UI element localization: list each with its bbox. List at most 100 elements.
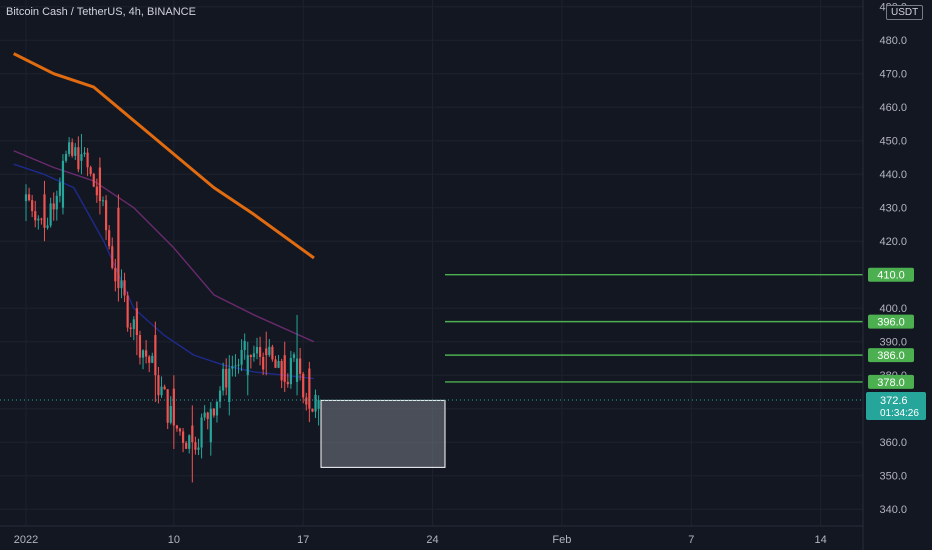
time-axis[interactable]: 2022101724Feb71421 bbox=[14, 534, 932, 546]
moving-average-line bbox=[13, 52, 315, 260]
candle-body bbox=[135, 308, 138, 336]
candle-body bbox=[129, 327, 132, 329]
time-tick-label: 14 bbox=[815, 534, 827, 546]
last-price-label: 372.6 bbox=[880, 395, 908, 407]
level-price-tag-bg bbox=[868, 314, 914, 329]
candle-body bbox=[181, 431, 185, 443]
candle-body bbox=[157, 375, 160, 396]
candle-body bbox=[243, 340, 246, 350]
candle-body bbox=[120, 280, 123, 289]
price-tick-label: 360.0 bbox=[879, 437, 907, 449]
candle-body bbox=[126, 295, 129, 328]
level-price-label: 386.0 bbox=[877, 350, 905, 362]
chart-title: Bitcoin Cash / TetherUS, 4h, BINANCE bbox=[6, 6, 196, 18]
candle-body bbox=[200, 417, 203, 448]
candle-body bbox=[317, 400, 320, 409]
candle-body bbox=[169, 406, 172, 423]
candle-body bbox=[111, 246, 114, 268]
candle-body bbox=[258, 347, 262, 357]
time-tick-label: 2022 bbox=[14, 534, 38, 546]
candle-body bbox=[37, 218, 40, 221]
candle-body bbox=[55, 195, 58, 210]
candle-body bbox=[68, 142, 71, 154]
candle-body bbox=[74, 147, 77, 156]
candles bbox=[24, 134, 320, 483]
candle-body bbox=[138, 335, 142, 358]
time-tick-label: Feb bbox=[552, 534, 571, 546]
price-tick-label: 350.0 bbox=[879, 471, 907, 483]
candle-body bbox=[27, 194, 31, 201]
candle-body bbox=[86, 152, 89, 168]
candle-body bbox=[77, 147, 80, 170]
candle-body bbox=[271, 346, 274, 360]
candle-body bbox=[283, 355, 286, 382]
price-tick-label: 450.0 bbox=[879, 136, 907, 148]
candle-body bbox=[166, 389, 169, 423]
target-zone-box[interactable] bbox=[320, 399, 446, 468]
candle-body bbox=[141, 350, 145, 358]
level-price-label: 378.0 bbox=[877, 377, 905, 389]
candle-body bbox=[222, 368, 225, 391]
quote-currency-label[interactable]: USDT bbox=[886, 5, 924, 20]
grid bbox=[0, 0, 863, 526]
moving-average-line bbox=[13, 150, 315, 343]
candle-body bbox=[104, 200, 108, 231]
candle-body bbox=[194, 442, 197, 450]
candle-body bbox=[175, 425, 179, 429]
candle-body bbox=[154, 335, 157, 376]
price-tick-label: 480.0 bbox=[879, 35, 907, 47]
candle-body bbox=[83, 152, 86, 155]
candle-body bbox=[188, 435, 191, 449]
price-tick-label: 420.0 bbox=[879, 236, 907, 248]
candle-body bbox=[49, 203, 52, 226]
level-price-label: 410.0 bbox=[877, 270, 905, 282]
time-tick-label: 7 bbox=[688, 534, 694, 546]
candle-body bbox=[262, 356, 265, 370]
candle-body bbox=[114, 267, 117, 282]
candle-body bbox=[89, 167, 92, 174]
candle-body bbox=[92, 173, 95, 187]
candle-body bbox=[308, 368, 311, 409]
candle-body bbox=[43, 194, 46, 228]
candle-body bbox=[80, 154, 83, 161]
candle-body bbox=[151, 355, 154, 363]
candle-body bbox=[305, 397, 308, 405]
candle-body bbox=[197, 447, 200, 450]
candle-body bbox=[255, 347, 259, 354]
price-axis[interactable]: 340.0350.0360.0370.0380.0390.0400.0420.0… bbox=[868, 2, 914, 517]
candle-body bbox=[64, 153, 68, 161]
candle-body bbox=[31, 200, 34, 212]
candle-body bbox=[98, 167, 102, 202]
candle-body bbox=[252, 353, 256, 358]
support-levels[interactable] bbox=[445, 274, 863, 383]
candle-body bbox=[249, 355, 252, 358]
candle-body bbox=[172, 388, 175, 426]
candle-body bbox=[40, 218, 43, 220]
target-zone[interactable] bbox=[320, 399, 446, 468]
candle-body bbox=[212, 408, 215, 416]
price-tick-label: 440.0 bbox=[879, 169, 907, 181]
price-tick-label: 460.0 bbox=[879, 102, 907, 114]
candle-body bbox=[163, 386, 166, 390]
candle-body bbox=[234, 365, 237, 367]
price-tick-label: 400.0 bbox=[879, 303, 907, 315]
candle-body bbox=[191, 425, 194, 443]
candle-body bbox=[215, 401, 219, 416]
price-tick-label: 340.0 bbox=[879, 504, 907, 516]
price-tick-label: 470.0 bbox=[879, 69, 907, 81]
candle-body bbox=[231, 366, 234, 369]
candle-body bbox=[148, 356, 151, 363]
last-price-marker: 372.601:34:26 bbox=[0, 392, 926, 421]
candle-body bbox=[203, 412, 206, 418]
candle-body bbox=[95, 186, 98, 196]
last-price-tag-bg bbox=[866, 392, 926, 421]
candle-body bbox=[265, 348, 268, 356]
candle-body bbox=[61, 160, 65, 208]
level-price-tag-bg bbox=[868, 348, 914, 363]
candle-body bbox=[286, 381, 289, 385]
time-tick-label: 17 bbox=[297, 534, 309, 546]
price-tick-label: 390.0 bbox=[879, 337, 907, 349]
candle-body bbox=[277, 360, 280, 368]
candle-body bbox=[237, 364, 240, 366]
